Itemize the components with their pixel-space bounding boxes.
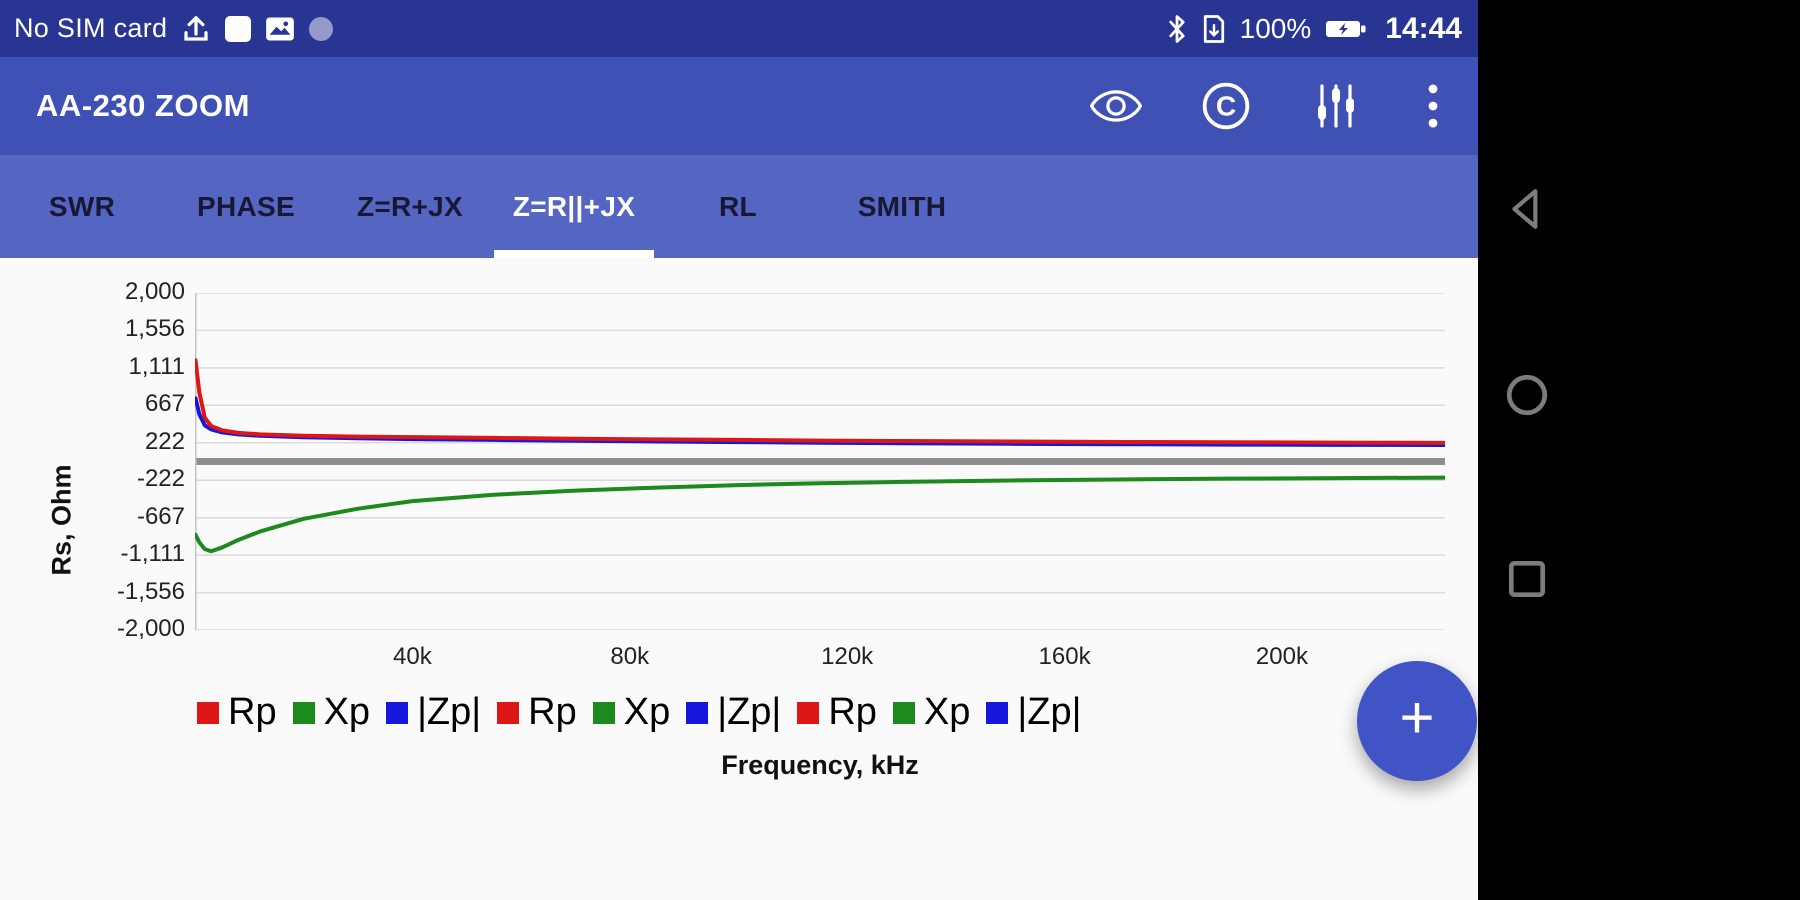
legend-swatch [386,702,408,724]
add-fab-button[interactable]: + [1357,661,1477,781]
carrier-label: No SIM card [14,13,167,44]
phone-screen: No SIM card 100% [0,0,1478,900]
legend-swatch [686,702,708,724]
bluetooth-icon [1166,14,1188,44]
y-tick-label: -667 [90,503,185,531]
x-tick-label: 40k [372,643,452,671]
y-axis-label: Rs, Ohm [47,464,78,575]
app-bar: AA-230 ZOOM C [0,57,1478,155]
legend-label: Rp [228,691,277,734]
tab-z-r-jx[interactable]: Z=R||+JX [492,155,656,258]
legend-label: |Zp| [1017,691,1081,734]
tab-swr[interactable]: SWR [0,155,164,258]
chart-legend: Rp Xp |Zp| Rp Xp |Zp| Rp Xp |Zp| [197,691,1081,734]
x-tick-label: 160k [1025,643,1105,671]
c-circle-icon: C [1201,81,1251,131]
app-actions: C [1088,78,1448,134]
tab-phase[interactable]: PHASE [164,155,328,258]
x-axis-label: Frequency, kHz [195,750,1445,781]
legend-item-rp: Rp [497,691,577,734]
y-tick-label: 2,000 [90,278,185,306]
y-tick-label: 222 [90,428,185,456]
series-line-xp [196,478,1445,552]
eye-icon [1090,88,1142,124]
legend-label: Xp [924,691,970,734]
tab-label: Z=R||+JX [513,191,635,223]
tab-rl[interactable]: RL [656,155,820,258]
legend-label: Xp [324,691,370,734]
screenshot-icon [225,16,251,42]
recents-button[interactable] [1498,550,1556,608]
impedance-chart [195,293,1445,630]
tab-label: Z=R+JX [357,191,463,223]
y-tick-label: -1,556 [90,578,185,606]
legend-swatch [593,702,615,724]
status-right-cluster: 100% 14:44 [1166,12,1462,46]
legend-item-zp: |Zp| [986,691,1081,734]
legend-item-zp: |Zp| [686,691,781,734]
legend-swatch [893,702,915,724]
x-tick-label: 80k [590,643,670,671]
legend-swatch [293,702,315,724]
notification-dot-icon [309,17,333,41]
upload-icon [181,14,211,44]
legend-item-rp: Rp [797,691,877,734]
legend-swatch [497,702,519,724]
eye-button[interactable] [1088,78,1144,134]
android-nav-bar [1478,0,1800,900]
app-title: AA-230 ZOOM [36,88,250,124]
back-button[interactable] [1498,180,1556,238]
image-icon [265,16,295,42]
legend-swatch [797,702,819,724]
y-tick-label: -1,111 [90,540,185,568]
tab-label: SWR [49,191,115,223]
tab-indicator [494,250,654,258]
y-tick-label: -2,000 [90,615,185,643]
tab-label: PHASE [197,191,295,223]
legend-item-rp: Rp [197,691,277,734]
plus-icon: + [1399,688,1434,748]
file-transfer-icon [1202,14,1226,44]
home-button[interactable] [1498,366,1556,424]
x-tick-label: 120k [807,643,887,671]
legend-label: |Zp| [717,691,781,734]
y-tick-label: -222 [90,465,185,493]
svg-text:C: C [1216,90,1236,121]
status-left-cluster: No SIM card [14,13,333,44]
legend-item-xp: Xp [293,691,370,734]
legend-item-xp: Xp [893,691,970,734]
overflow-menu-button[interactable] [1418,78,1448,134]
y-tick-label: 1,556 [90,315,185,343]
tab-bar: SWR PHASE Z=R+JX Z=R||+JX RL SMITH [0,155,1478,258]
legend-label: |Zp| [417,691,481,734]
legend-label: Rp [528,691,577,734]
legend-item-zp: |Zp| [386,691,481,734]
home-circle-icon [1504,372,1550,418]
legend-swatch [197,702,219,724]
legend-swatch [986,702,1008,724]
recents-square-icon [1504,556,1550,602]
tab-label: SMITH [858,191,947,223]
y-tick-label: 1,111 [90,353,185,381]
vertical-dots-icon [1427,84,1439,128]
legend-label: Rp [828,691,877,734]
status-bar: No SIM card 100% [0,0,1478,57]
x-tick-label: 200k [1242,643,1322,671]
series-line-rp [196,360,1445,442]
tab-smith[interactable]: SMITH [820,155,984,258]
battery-percent-label: 100% [1240,13,1312,45]
battery-icon [1325,18,1367,40]
back-triangle-icon [1504,186,1550,232]
legend-label: Xp [624,691,670,734]
legend-item-xp: Xp [593,691,670,734]
tab-z-r-jx[interactable]: Z=R+JX [328,155,492,258]
clock-label: 14:44 [1385,12,1462,46]
sliders-icon [1312,82,1360,130]
tab-label: RL [719,191,757,223]
c-circle-button[interactable]: C [1198,78,1254,134]
y-tick-label: 667 [90,390,185,418]
chart-screen: Rs, Ohm 2,000 1,556 1,111 667 222 -222 -667 -1,… [0,258,1478,900]
tune-sliders-button[interactable] [1308,78,1364,134]
